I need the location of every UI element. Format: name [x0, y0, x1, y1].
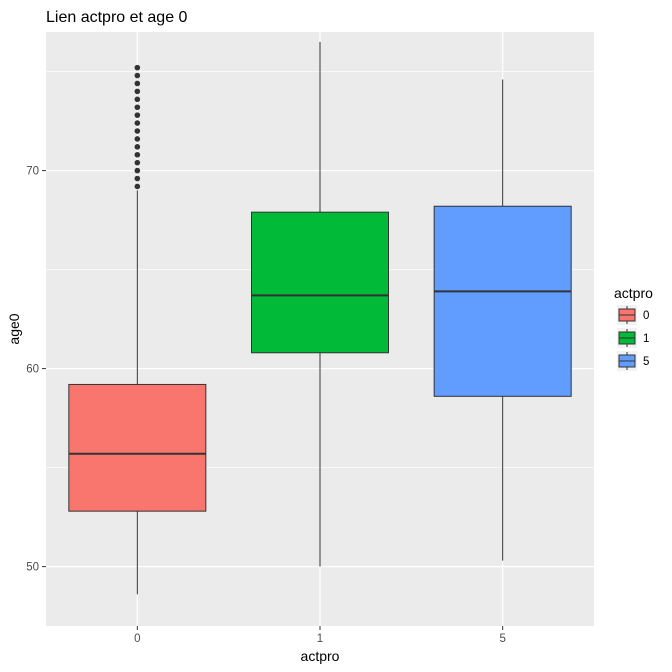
legend-label: 5 — [643, 356, 649, 368]
y-tick-label: 70 — [26, 166, 39, 178]
boxes — [68, 41, 572, 595]
x-axis: 0 1 5 — [134, 626, 506, 645]
y-tick-label: 60 — [26, 364, 39, 376]
outlier-point — [134, 151, 141, 158]
outlier-point — [134, 112, 141, 118]
outlier-point — [134, 120, 141, 126]
y-tick-label: 50 — [26, 562, 39, 574]
box-group-0 — [68, 64, 207, 595]
outlier-point — [134, 72, 141, 79]
outlier-point — [134, 128, 141, 134]
outlier-point — [134, 80, 141, 87]
chart-title: Lien actpro et age 0 — [46, 9, 188, 26]
outlier-point — [134, 104, 141, 111]
outlier-point — [134, 144, 141, 150]
outlier-point — [134, 175, 141, 182]
outlier-point — [134, 88, 141, 95]
legend-key-0 — [617, 305, 637, 325]
legend-label: 1 — [643, 333, 649, 345]
legend-key-1 — [617, 328, 637, 348]
legend-title: actpro — [614, 285, 653, 301]
legend-label: 0 — [643, 310, 649, 322]
box-group-1 — [251, 41, 389, 567]
y-axis-title: age0 — [6, 313, 22, 344]
box-iqr — [68, 383, 207, 512]
x-tick-label: 0 — [134, 633, 140, 645]
y-axis: 50 60 70 — [26, 166, 46, 574]
outlier-point — [134, 96, 141, 103]
box-group-5 — [433, 79, 572, 561]
x-tick-label: 1 — [317, 633, 323, 645]
legend: actpro 0 1 5 — [614, 285, 653, 371]
legend-key-5 — [617, 351, 637, 371]
outlier-point — [134, 64, 141, 71]
outlier-point — [134, 136, 141, 142]
box-iqr — [251, 211, 389, 354]
x-tick-label: 5 — [499, 633, 505, 645]
outlier-point — [134, 183, 141, 190]
outlier-point — [134, 159, 141, 166]
outlier-point — [134, 167, 141, 174]
box-iqr — [433, 205, 572, 397]
x-axis-title: actpro — [301, 648, 340, 664]
